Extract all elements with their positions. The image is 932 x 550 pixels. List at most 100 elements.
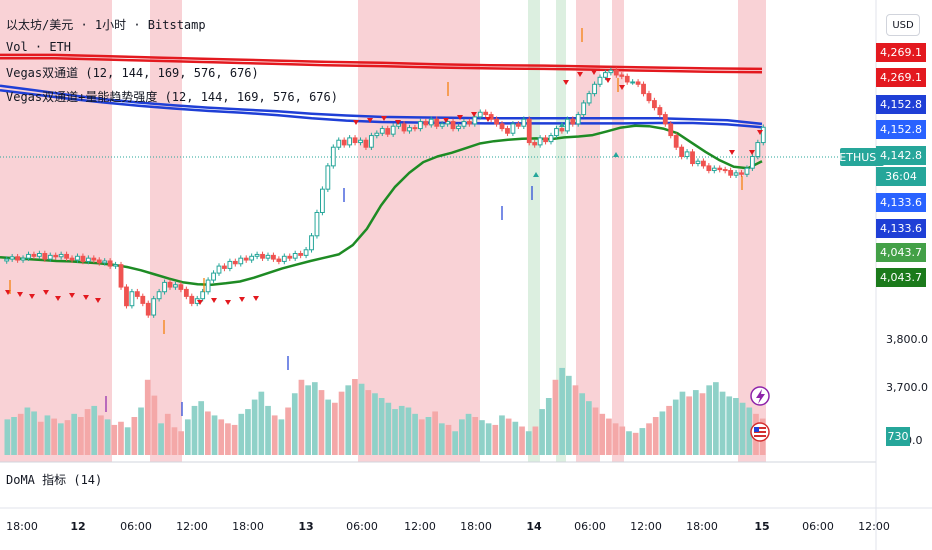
price-tag: 4,043.7	[876, 243, 926, 262]
currency-button[interactable]: USD	[886, 14, 920, 36]
candle-body	[20, 257, 26, 261]
candle-body	[646, 93, 652, 102]
volume-bar	[452, 431, 459, 455]
volume-bar	[726, 396, 733, 455]
candle-body	[31, 253, 37, 257]
candle-body	[434, 118, 440, 127]
candle-body	[564, 118, 570, 132]
volume-bar	[24, 407, 31, 455]
candle-body	[249, 255, 255, 261]
buy-marker	[613, 152, 619, 157]
volume-bar	[545, 398, 552, 455]
vegas-strength-legend[interactable]: Vegas双通道+量能趋势强度 (12, 144, 169, 576, 676)	[6, 90, 338, 104]
sell-marker	[43, 290, 49, 295]
sell-marker	[619, 85, 625, 90]
volume-bar	[719, 391, 726, 455]
volume-bar	[144, 379, 151, 455]
sell-marker	[605, 78, 611, 83]
flash-icon[interactable]	[750, 386, 770, 406]
candle-body	[385, 128, 391, 135]
volume-bar	[225, 423, 231, 455]
candle-body	[679, 146, 685, 158]
volume-bar	[445, 424, 452, 455]
candle-body	[183, 288, 189, 297]
candle-body	[336, 139, 342, 148]
volume-bar	[245, 409, 251, 455]
sell-marker	[239, 297, 245, 302]
candle-body	[222, 265, 227, 269]
volume-bar	[412, 413, 418, 455]
volume-bar	[318, 390, 325, 455]
buy-marker	[533, 172, 539, 177]
candle-body	[325, 165, 331, 190]
volume-bar	[98, 415, 104, 455]
doma-legend[interactable]: DoMA 指标 (14)	[6, 473, 103, 487]
time-axis-label: 12	[70, 520, 86, 533]
candle-body	[641, 83, 646, 95]
sell-marker	[17, 292, 23, 297]
candle-body	[657, 107, 663, 116]
volume-bar	[565, 375, 572, 455]
us-flag-icon[interactable]	[750, 422, 770, 442]
candle-body	[728, 170, 734, 176]
volume-bar	[385, 402, 392, 455]
candle-body	[9, 256, 15, 260]
volume-bar	[438, 423, 445, 455]
candle-body	[227, 260, 233, 269]
candle-body	[466, 121, 472, 125]
sell-marker	[443, 118, 449, 123]
candle-body	[701, 160, 706, 167]
candle-body	[347, 137, 353, 146]
signal-markers	[5, 28, 763, 416]
volume-bar	[158, 423, 164, 455]
candle-body	[733, 172, 739, 176]
candle-body	[113, 264, 118, 267]
candle-body	[739, 172, 744, 175]
time-axis-label: 18:00	[6, 520, 38, 533]
volume-legend[interactable]: Vol · ETH	[6, 40, 72, 54]
volume-bar	[525, 431, 532, 455]
countdown-tag: 36:04	[876, 167, 926, 186]
volume-bar	[251, 399, 258, 455]
volume-bar	[532, 426, 539, 455]
candle-body	[711, 167, 717, 172]
candle-body	[755, 142, 761, 158]
candle-body	[499, 123, 505, 130]
volume-bar	[345, 385, 352, 455]
candle-body	[298, 253, 304, 256]
candle-body	[673, 135, 679, 148]
candle-body	[510, 123, 516, 134]
volume-bar	[151, 395, 158, 455]
volume-bar	[285, 407, 291, 455]
blue-tunnel-upper	[0, 84, 763, 126]
candle-body	[314, 211, 320, 237]
volume-bar	[118, 421, 124, 455]
chart-title[interactable]: 以太坊/美元 · 1小时 · Bitstamp	[6, 18, 206, 32]
price-tag: 4,269.1	[876, 43, 926, 62]
sell-marker	[563, 80, 569, 85]
candle-body	[238, 257, 244, 265]
candle-body	[456, 125, 461, 130]
candle-body	[652, 100, 657, 109]
volume-bar	[606, 418, 612, 455]
candle-body	[134, 291, 140, 297]
volume-bar	[258, 391, 265, 455]
candle-body	[47, 254, 53, 260]
candle-body	[145, 302, 151, 316]
volume-bars	[4, 367, 766, 455]
candle-body	[401, 123, 407, 132]
time-axis-label: 12:00	[176, 520, 208, 533]
sell-marker	[253, 296, 259, 301]
sell-marker	[69, 293, 75, 298]
candle-body	[586, 93, 592, 104]
candle-body	[494, 118, 499, 125]
volume-bar	[539, 409, 545, 455]
candle-body	[75, 255, 80, 261]
candle-body	[379, 128, 385, 134]
candle-body	[358, 139, 363, 144]
vegas-legend[interactable]: Vegas双通道 (12, 144, 169, 576, 676)	[6, 66, 259, 80]
candle-body	[439, 123, 445, 127]
volume-bar	[298, 379, 305, 455]
candle-body	[189, 295, 195, 304]
